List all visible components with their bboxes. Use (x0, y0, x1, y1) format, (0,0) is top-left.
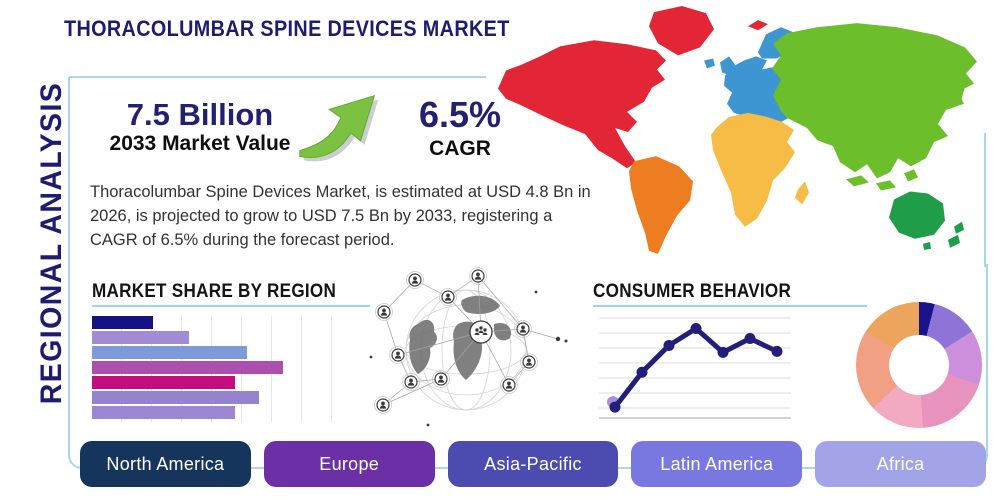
cagr-value: 6.5% (418, 94, 502, 135)
line-chart-underline (593, 305, 867, 307)
region-buttons-row: North America Europe Asia-Pacific Latin Ame… (80, 441, 986, 487)
map-iceland (704, 58, 715, 69)
market-value-caption: 2033 Market Value (109, 132, 291, 155)
network-nodes (374, 267, 538, 414)
person-node-icon (406, 271, 424, 289)
person-node-icon (375, 303, 393, 321)
market-description: Thoracolumbar Spine Devices Market, is e… (90, 183, 591, 249)
panel-right-border (984, 133, 986, 267)
map-tasmania (923, 241, 931, 250)
person-node-icon (500, 376, 518, 394)
map-svalbard (748, 20, 768, 31)
region-button-asia-pacific[interactable]: Asia-Pacific (447, 441, 619, 487)
map-madagascar (795, 181, 809, 205)
map-new-zealand (948, 221, 964, 248)
globe-wireframe (405, 289, 527, 411)
region-button-label: Europe (319, 453, 380, 474)
map-uk (720, 56, 735, 76)
growth-arrow-icon (292, 82, 390, 168)
region-button-label: North America (106, 453, 225, 474)
map-south-america (629, 156, 693, 254)
person-node-icon (374, 396, 392, 414)
market-value: 7.5 Billion (126, 97, 274, 132)
person-node-icon (439, 288, 457, 306)
bar (92, 346, 247, 359)
map-north-america (498, 40, 666, 169)
bar (92, 406, 235, 419)
line-chart-title: CONSUMER BEHAVIOR (593, 281, 792, 302)
map-greenland (649, 6, 714, 56)
bar (92, 391, 259, 404)
person-node-icon (389, 346, 407, 364)
bar-row (92, 331, 334, 344)
cagr-caption: CAGR (429, 137, 491, 160)
person-node-icon (402, 373, 420, 391)
bar-row (92, 391, 334, 404)
map-japan (952, 78, 965, 101)
region-button-latin-america[interactable]: Latin America (631, 441, 803, 487)
bar (92, 376, 235, 389)
person-node-icon (520, 353, 538, 371)
network-dots (369, 290, 568, 427)
bar-row (92, 361, 334, 374)
map-indonesia (846, 169, 918, 191)
region-button-north-america[interactable]: North America (80, 441, 251, 487)
bar-row (92, 376, 334, 389)
person-node-icon (469, 267, 487, 285)
region-button-africa[interactable]: Africa (815, 441, 986, 487)
map-australia (889, 191, 945, 239)
donut-chart (856, 302, 982, 428)
world-map (486, 0, 1000, 264)
bar-row (92, 406, 334, 419)
map-asia (772, 23, 977, 179)
person-node-icon (432, 370, 450, 388)
global-network-icon (366, 262, 578, 436)
group-node-icon (469, 320, 493, 344)
market-share-bar-chart (92, 316, 334, 422)
region-button-label: Africa (876, 453, 925, 474)
bar (92, 361, 284, 374)
bar (92, 316, 153, 329)
side-label: REGIONAL ANALYSIS (35, 81, 68, 405)
person-node-icon (514, 320, 532, 338)
bar-row (92, 316, 334, 329)
map-africa (711, 112, 795, 227)
region-button-label: Latin America (660, 453, 774, 474)
region-button-europe[interactable]: Europe (263, 441, 435, 487)
bar-chart-title: MARKET SHARE BY REGION (92, 281, 337, 302)
bar-chart-underline (92, 305, 370, 307)
region-button-label: Asia-Pacific (484, 453, 582, 474)
bar (92, 331, 189, 344)
bar-row (92, 346, 334, 359)
consumer-behavior-line-chart (597, 314, 793, 424)
page-title: THORACOLUMBAR SPINE DEVICES MARKET (64, 16, 510, 41)
world-map-svg (498, 6, 977, 254)
